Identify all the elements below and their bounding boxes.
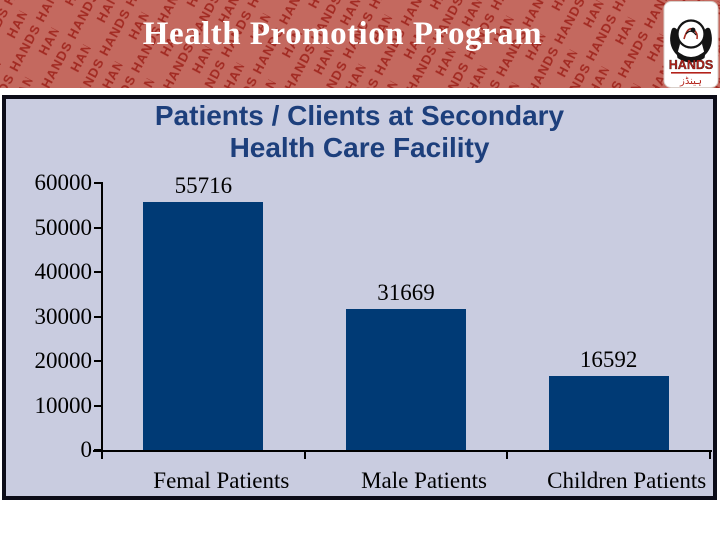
- y-axis-tick: [94, 271, 103, 273]
- chart-title-line1: Patients / Clients at Secondary: [154, 100, 565, 131]
- y-axis-tick-label: 30000: [34, 303, 93, 329]
- x-axis-category-label: Femal Patients: [153, 468, 290, 493]
- bar: [143, 202, 264, 450]
- chart-title-line2: Health Care Facility: [229, 132, 490, 163]
- y-axis-tick-label: 50000: [34, 214, 93, 240]
- logo-emblem-icon: [676, 19, 706, 49]
- y-axis-tick: [94, 360, 103, 362]
- bar-value-label: 55716: [174, 173, 233, 199]
- plot-area: 55716 Femal Patients 31669 Male Patients 165…: [6, 99, 713, 496]
- y-axis-tick-label: 10000: [34, 392, 93, 418]
- x-axis-tick: [506, 450, 509, 459]
- x-axis-line: [93, 450, 712, 452]
- x-axis-tick: [303, 450, 306, 459]
- y-axis-tick: [94, 226, 103, 229]
- bar-value-label: 31669: [377, 280, 435, 306]
- y-axis-tick-label: 40000: [34, 259, 93, 284]
- y-axis-tick-label: 0: [80, 437, 93, 462]
- x-axis-tick: [709, 450, 711, 459]
- bar: [346, 309, 466, 450]
- y-axis-tick-label: 20000: [34, 348, 93, 373]
- logo-divider: [671, 72, 711, 74]
- hands-logo: HANDS ہینڈز: [663, 1, 719, 88]
- y-axis-tick: [94, 182, 103, 184]
- chart-panel: Patients / Clients at Secondary Health C…: [2, 95, 717, 500]
- chart-title: Patients / Clients at Secondary Health C…: [6, 100, 713, 164]
- x-axis-category-label: Children Patients: [547, 468, 707, 493]
- logo-wordmark: HANDS: [669, 58, 713, 72]
- y-axis-tick: [94, 404, 103, 407]
- x-axis-category-label: Male Patients: [361, 468, 487, 493]
- bar-value-label: 16592: [579, 347, 638, 373]
- page-title: Health Promotion Program: [142, 16, 543, 52]
- y-axis-line: [101, 182, 103, 459]
- header-pattern: HANDS HANDS: [0, 0, 720, 88]
- y-axis-tick-label: 60000: [34, 170, 93, 195]
- y-axis-tick: [94, 315, 103, 318]
- slide-header: HANDS HANDS Health Promotion Program: [0, 0, 720, 88]
- hands-logo-graphic: HANDS ہینڈز: [663, 1, 719, 88]
- bar: [548, 376, 669, 450]
- logo-urdu-caption: ہینڈز: [679, 76, 702, 87]
